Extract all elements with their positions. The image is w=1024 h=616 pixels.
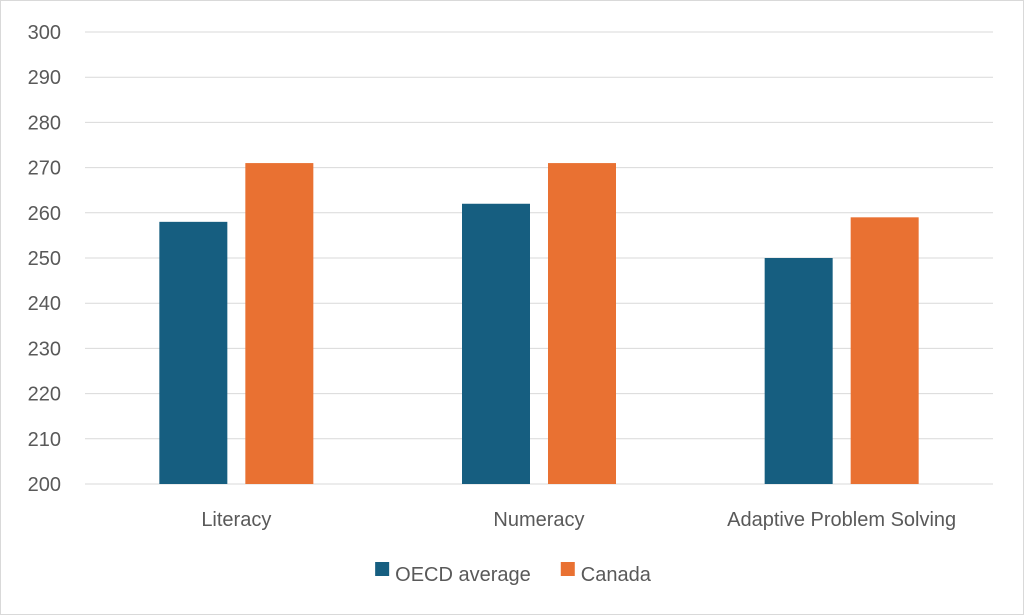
bar-canada-literacy — [245, 163, 313, 484]
y-tick-label: 260 — [28, 203, 61, 225]
y-tick-label: 270 — [28, 158, 61, 180]
legend-swatch — [561, 562, 575, 576]
bar-canada-numeracy — [548, 163, 616, 484]
y-axis: 200 210 220 230 240 250 260 270 280 290 300 — [28, 22, 61, 496]
y-tick-label: 240 — [28, 293, 61, 315]
x-axis: Literacy Numeracy Adaptive Problem Solving — [201, 509, 956, 531]
y-tick-label: 210 — [28, 429, 61, 451]
legend-swatch — [375, 562, 389, 576]
y-tick-label: 200 — [28, 474, 61, 496]
bar-chart: 200 210 220 230 240 250 260 270 280 290 300 Litera… — [1, 1, 1024, 616]
bar-canada-adaptive-problem-solving — [851, 217, 919, 484]
x-tick-label: Literacy — [201, 509, 271, 531]
chart-frame: 200 210 220 230 240 250 260 270 280 290 300 Litera… — [0, 0, 1024, 615]
y-tick-label: 220 — [28, 384, 61, 406]
legend-label: Canada — [581, 564, 652, 586]
legend-label: OECD average — [395, 564, 531, 586]
y-tick-label: 290 — [28, 67, 61, 89]
y-tick-label: 300 — [28, 22, 61, 44]
y-tick-label: 230 — [28, 338, 61, 360]
legend: OECD average Canada — [375, 562, 652, 586]
x-tick-label: Numeracy — [493, 509, 584, 531]
bars — [159, 163, 918, 484]
x-tick-label: Adaptive Problem Solving — [727, 509, 956, 531]
bar-oecd-average-numeracy — [462, 204, 530, 484]
y-tick-label: 250 — [28, 248, 61, 270]
y-tick-label: 280 — [28, 112, 61, 134]
bar-oecd-average-literacy — [159, 222, 227, 484]
bar-oecd-average-adaptive-problem-solving — [765, 258, 833, 484]
